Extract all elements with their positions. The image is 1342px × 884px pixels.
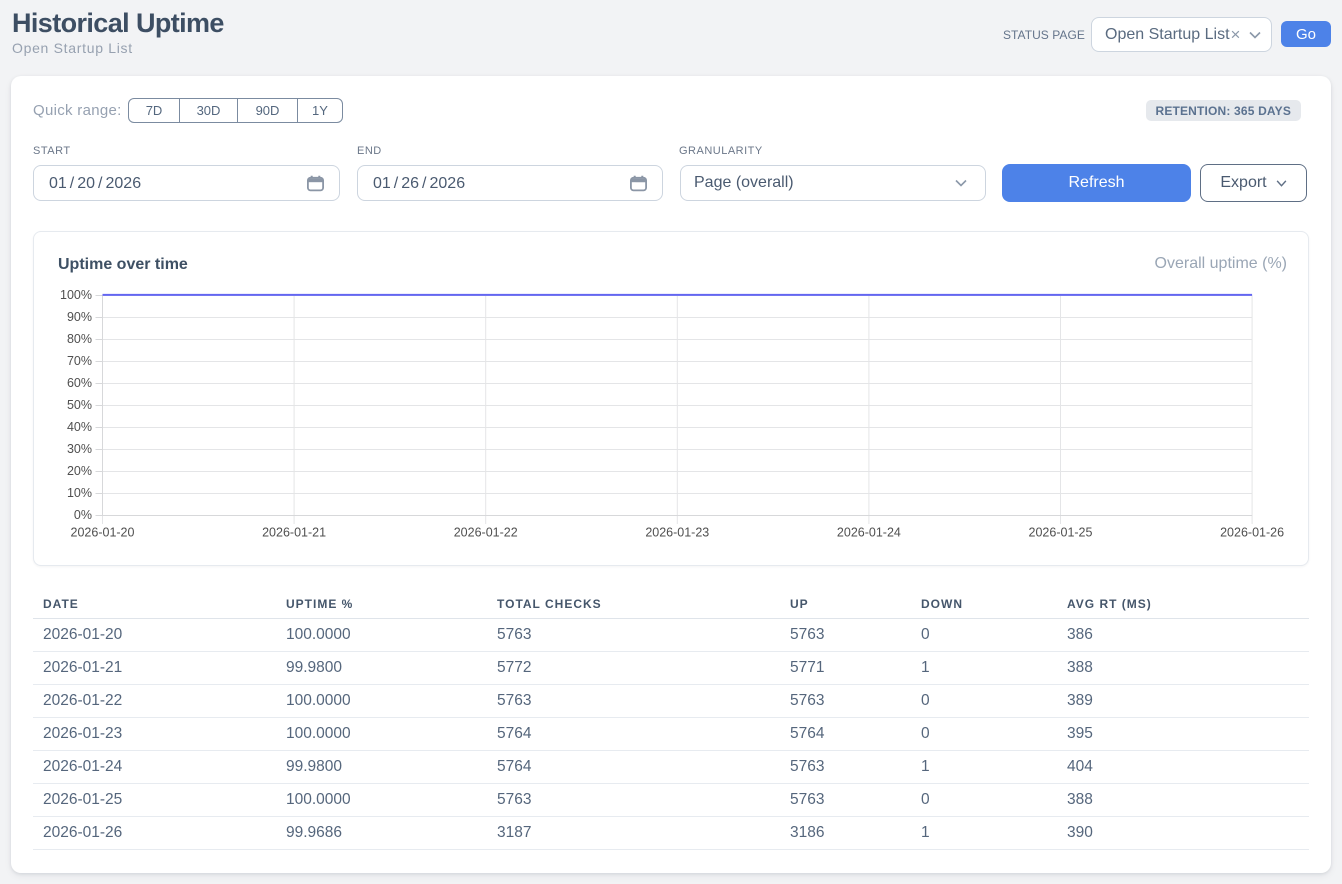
svg-text:60%: 60% bbox=[67, 376, 92, 390]
svg-text:100%: 100% bbox=[60, 288, 92, 302]
svg-text:20%: 20% bbox=[67, 464, 92, 478]
svg-text:90%: 90% bbox=[67, 310, 92, 324]
svg-text:10%: 10% bbox=[67, 486, 92, 500]
svg-text:2026-01-20: 2026-01-20 bbox=[71, 526, 135, 540]
svg-text:2026-01-25: 2026-01-25 bbox=[1029, 526, 1093, 540]
svg-text:2026-01-21: 2026-01-21 bbox=[262, 526, 326, 540]
svg-text:80%: 80% bbox=[67, 332, 92, 346]
svg-text:2026-01-22: 2026-01-22 bbox=[454, 526, 518, 540]
svg-text:2026-01-24: 2026-01-24 bbox=[837, 526, 901, 540]
svg-text:0%: 0% bbox=[74, 508, 92, 522]
svg-text:2026-01-26: 2026-01-26 bbox=[1220, 526, 1284, 540]
svg-text:2026-01-23: 2026-01-23 bbox=[645, 526, 709, 540]
svg-text:30%: 30% bbox=[67, 442, 92, 456]
svg-text:70%: 70% bbox=[67, 354, 92, 368]
svg-text:50%: 50% bbox=[67, 398, 92, 412]
svg-text:40%: 40% bbox=[67, 420, 92, 434]
